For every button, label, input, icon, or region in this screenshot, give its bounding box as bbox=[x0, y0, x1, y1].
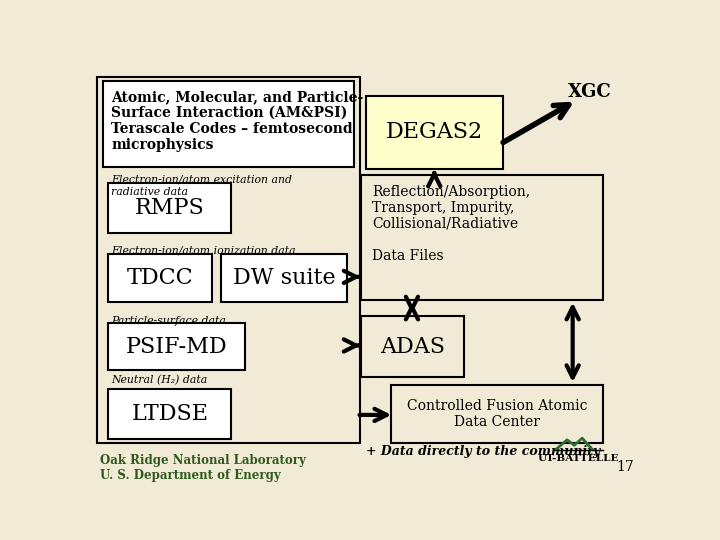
FancyBboxPatch shape bbox=[392, 385, 603, 443]
FancyBboxPatch shape bbox=[109, 322, 245, 370]
Text: Electron-ion/atom excitation and
radiative data: Electron-ion/atom excitation and radiati… bbox=[111, 175, 292, 197]
Text: Particle-surface data: Particle-surface data bbox=[111, 316, 226, 326]
Text: Controlled Fusion Atomic
Data Center: Controlled Fusion Atomic Data Center bbox=[407, 399, 588, 429]
FancyBboxPatch shape bbox=[109, 389, 231, 439]
Text: Reflection/Absorption,
Transport, Impurity,
Collisional/Radiative

Data Files: Reflection/Absorption, Transport, Impuri… bbox=[372, 185, 530, 264]
Text: Atomic, Molecular, and Particle-
Surface Interaction (AM&PSI)
Terascale Codes – : Atomic, Molecular, and Particle- Surface… bbox=[111, 90, 364, 152]
Text: DEGAS2: DEGAS2 bbox=[386, 122, 483, 143]
FancyBboxPatch shape bbox=[109, 183, 231, 233]
Text: TDCC: TDCC bbox=[127, 267, 194, 289]
FancyBboxPatch shape bbox=[361, 175, 603, 300]
FancyBboxPatch shape bbox=[361, 316, 464, 377]
Text: XGC: XGC bbox=[567, 83, 611, 101]
Text: Neutral (H₂) data: Neutral (H₂) data bbox=[111, 375, 207, 385]
Text: RMPS: RMPS bbox=[135, 197, 204, 219]
Text: UT-BATTELLE: UT-BATTELLE bbox=[538, 454, 619, 463]
Text: DW suite: DW suite bbox=[233, 267, 336, 289]
FancyBboxPatch shape bbox=[366, 96, 503, 168]
Text: Oak Ridge National Laboratory
U. S. Department of Energy: Oak Ridge National Laboratory U. S. Depa… bbox=[100, 454, 306, 482]
FancyBboxPatch shape bbox=[103, 82, 354, 167]
Text: ADAS: ADAS bbox=[379, 335, 445, 357]
Text: LTDSE: LTDSE bbox=[131, 403, 208, 425]
Text: Electron-ion/atom ionization data: Electron-ion/atom ionization data bbox=[111, 246, 296, 255]
FancyBboxPatch shape bbox=[97, 77, 359, 443]
FancyBboxPatch shape bbox=[221, 254, 347, 302]
FancyBboxPatch shape bbox=[109, 254, 212, 302]
Text: + Data directly to the community: + Data directly to the community bbox=[366, 445, 600, 458]
Text: 17: 17 bbox=[616, 461, 634, 474]
Text: PSIF-MD: PSIF-MD bbox=[126, 335, 228, 357]
